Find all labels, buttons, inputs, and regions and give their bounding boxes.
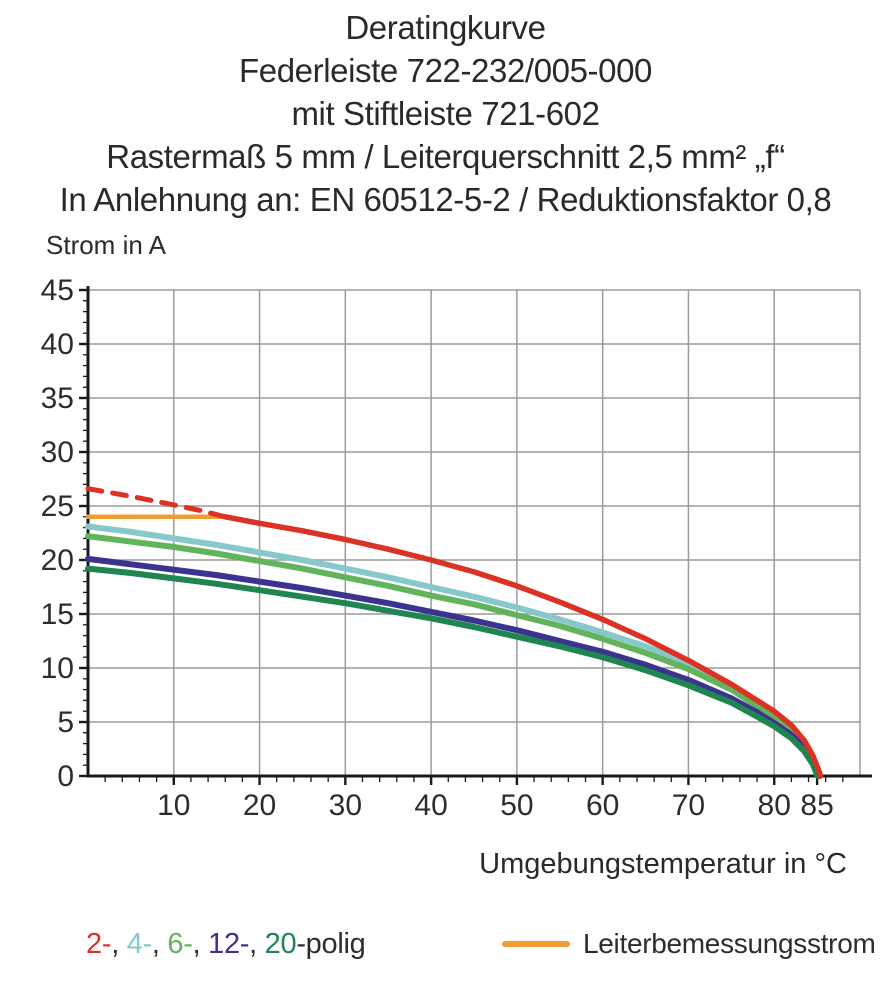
y-tick-label: 45 xyxy=(41,274,74,307)
legend-separator: , xyxy=(192,928,209,960)
y-tick-label: 25 xyxy=(41,490,74,523)
title-line-2: Federleiste 722-232/005-000 xyxy=(239,52,652,89)
chart-title-block: Deratingkurve Federleiste 722-232/005-00… xyxy=(0,6,891,221)
legend-item-12-polig: 12- xyxy=(208,928,250,960)
y-tick-label: 20 xyxy=(41,544,74,577)
x-tick-label: 40 xyxy=(414,789,447,822)
legend-suffix: -polig xyxy=(296,928,366,960)
title-line-3: mit Stiftleiste 721-602 xyxy=(291,95,600,132)
x-tick-label: 85 xyxy=(800,789,833,822)
x-tick-label: 80 xyxy=(758,789,791,822)
legend-item-6-polig: 6- xyxy=(167,928,193,960)
title-line-1: Deratingkurve xyxy=(345,9,546,46)
legend-item-2-polig: 2- xyxy=(86,928,112,960)
x-tick-label: 70 xyxy=(672,789,705,822)
rated-current-line-swatch xyxy=(502,941,570,947)
legend-separator: , xyxy=(151,928,168,960)
x-tick-label: 10 xyxy=(157,789,190,822)
legend-item-4-polig: 4- xyxy=(126,928,152,960)
x-axis-title: Umgebungstemperatur in °C xyxy=(479,848,847,880)
y-axis-title: Strom in A xyxy=(46,230,166,260)
title-line-5: In Anlehnung an: EN 60512-5-2 / Reduktio… xyxy=(59,181,832,218)
legend-rated-current: Leiterbemessungsstrom xyxy=(502,928,876,960)
legend-separator: , xyxy=(249,928,265,960)
legend-item-20-polig: 20 xyxy=(264,928,297,960)
y-tick-label: 35 xyxy=(41,382,74,415)
curve-2-polig xyxy=(222,514,824,779)
y-tick-label: 15 xyxy=(41,598,74,631)
y-tick-label: 0 xyxy=(57,760,74,793)
title-line-4: Rastermaß 5 mm / Leiterquerschnitt 2,5 m… xyxy=(106,138,785,175)
x-tick-label: 20 xyxy=(243,789,276,822)
x-tick-label: 60 xyxy=(586,789,619,822)
curve-20-polig xyxy=(85,565,821,779)
y-tick-label: 5 xyxy=(57,706,74,739)
curve-2-polig-extrapolation xyxy=(85,486,228,520)
x-tick-label: 50 xyxy=(500,789,533,822)
rated-current-label: Leiterbemessungsstrom xyxy=(583,928,876,959)
legend-separator: , xyxy=(111,928,127,960)
y-tick-label: 40 xyxy=(41,328,74,361)
x-tick-label: 30 xyxy=(329,789,362,822)
y-tick-label: 10 xyxy=(41,652,74,685)
y-tick-label: 30 xyxy=(41,436,74,469)
legend-pole-counts: 2-, 4-, 6-, 12-, 20-polig xyxy=(86,928,366,961)
